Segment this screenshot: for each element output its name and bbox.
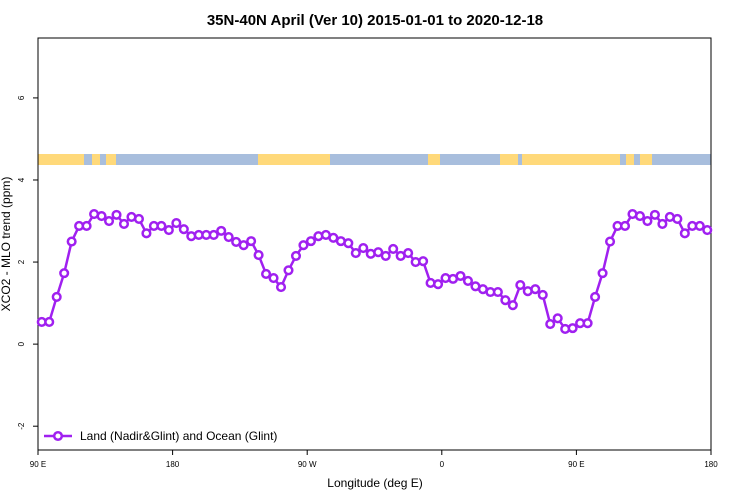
data-point <box>59 268 70 279</box>
data-point <box>380 250 391 261</box>
data-point <box>462 275 474 286</box>
x-tick-label: 180 <box>704 460 718 469</box>
data-point <box>702 224 713 236</box>
data-point <box>634 211 646 222</box>
data-point <box>679 228 690 239</box>
data-point <box>208 229 219 241</box>
data-point <box>403 247 414 259</box>
data-point <box>253 250 264 261</box>
data-point <box>283 265 294 276</box>
data-point <box>111 209 122 220</box>
y-tick-label: 6 <box>17 95 26 100</box>
data-point <box>275 282 287 293</box>
y-axis-label: XCO2 - MLO trend (ppm) <box>0 177 13 312</box>
legend-label: Land (Nadir&Glint) and Ocean (Glint) <box>80 429 277 443</box>
series-line <box>41 212 708 331</box>
data-point <box>418 256 429 267</box>
data-point <box>649 209 660 220</box>
data-point <box>597 268 608 279</box>
chart-title: 35N-40N April (Ver 10) 2015-01-01 to 202… <box>207 12 543 29</box>
data-point <box>246 236 257 247</box>
data-point <box>156 220 167 231</box>
data-point <box>552 313 563 324</box>
data-point <box>171 218 182 229</box>
data-point <box>238 240 249 251</box>
data-point <box>507 300 518 311</box>
x-tick-label: 90 E <box>568 460 584 469</box>
data-point <box>96 211 107 222</box>
data-point <box>178 224 189 235</box>
data-point <box>492 286 503 298</box>
data-point <box>642 215 653 227</box>
data-point <box>118 218 130 229</box>
x-tick-label: 90 E <box>30 460 46 469</box>
data-point <box>290 250 302 261</box>
legend-marker <box>52 430 64 442</box>
plot-frame <box>37 37 712 451</box>
data-point <box>305 236 316 247</box>
data-point <box>216 225 227 236</box>
data-point <box>530 284 541 295</box>
data-point <box>373 247 384 258</box>
data-point <box>268 273 279 284</box>
data-point <box>605 236 616 247</box>
x-axis-label: Longitude (deg E) <box>327 476 422 490</box>
data-point <box>358 243 369 254</box>
data-point <box>433 279 444 290</box>
y-tick-label: 0 <box>17 341 26 346</box>
data-point <box>537 289 548 300</box>
data-point <box>455 270 466 282</box>
data-point <box>582 318 593 329</box>
data-point <box>44 316 55 328</box>
data-point <box>515 279 526 291</box>
data-point <box>619 220 631 231</box>
data-point <box>590 291 601 302</box>
data-point <box>66 236 77 247</box>
data-point <box>81 220 92 231</box>
data-point <box>163 224 174 236</box>
data-point <box>298 240 309 251</box>
x-tick-label: 90 W <box>298 460 317 469</box>
data-point <box>103 215 115 227</box>
data-point <box>500 295 511 306</box>
data-point <box>388 243 399 254</box>
data-point <box>567 323 578 334</box>
data-point <box>261 268 272 280</box>
data-point <box>694 220 705 231</box>
data-point <box>350 247 361 259</box>
data-point <box>141 228 152 239</box>
data-point <box>657 218 668 229</box>
data-point <box>51 291 62 302</box>
land-ocean-strip <box>38 154 711 165</box>
x-tick-label: 180 <box>166 460 180 469</box>
y-tick-label: 4 <box>17 177 26 182</box>
x-tick-label: 0 <box>440 460 445 469</box>
data-point <box>545 318 556 330</box>
data-point <box>672 213 683 225</box>
data-point <box>343 238 354 249</box>
y-tick-label: 2 <box>17 259 26 264</box>
data-point <box>133 213 144 225</box>
y-tick-label: -2 <box>17 422 26 430</box>
data-point <box>223 231 234 243</box>
